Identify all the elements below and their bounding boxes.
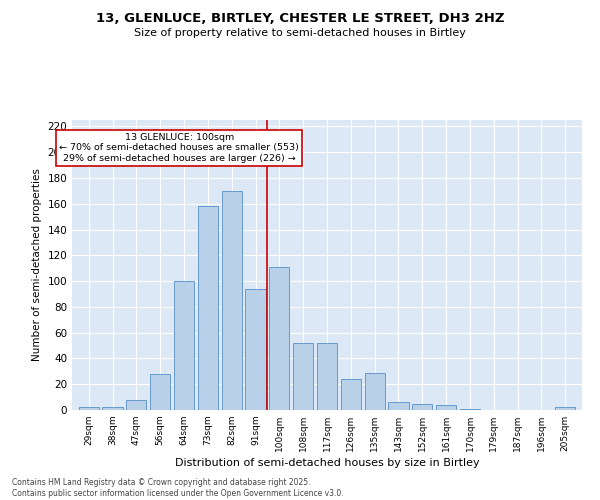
Y-axis label: Number of semi-detached properties: Number of semi-detached properties [32,168,42,362]
Bar [103,408,122,410]
Bar [245,289,266,410]
Bar [150,374,170,410]
Bar [317,343,337,410]
Bar [293,343,313,410]
Bar [555,408,575,410]
Bar [79,408,99,410]
Bar [198,206,218,410]
Bar [269,267,289,410]
Bar [412,404,433,410]
Text: 13, GLENLUCE, BIRTLEY, CHESTER LE STREET, DH3 2HZ: 13, GLENLUCE, BIRTLEY, CHESTER LE STREET… [96,12,504,26]
Bar [388,402,409,410]
Bar [436,405,456,410]
X-axis label: Distribution of semi-detached houses by size in Birtley: Distribution of semi-detached houses by … [175,458,479,468]
Text: 13 GLENLUCE: 100sqm
← 70% of semi-detached houses are smaller (553)
29% of semi-: 13 GLENLUCE: 100sqm ← 70% of semi-detach… [59,133,299,162]
Bar [460,408,480,410]
Bar [365,372,385,410]
Bar [341,379,361,410]
Bar [126,400,146,410]
Bar [221,191,242,410]
Bar [174,281,194,410]
Text: Contains HM Land Registry data © Crown copyright and database right 2025.
Contai: Contains HM Land Registry data © Crown c… [12,478,344,498]
Text: Size of property relative to semi-detached houses in Birtley: Size of property relative to semi-detach… [134,28,466,38]
